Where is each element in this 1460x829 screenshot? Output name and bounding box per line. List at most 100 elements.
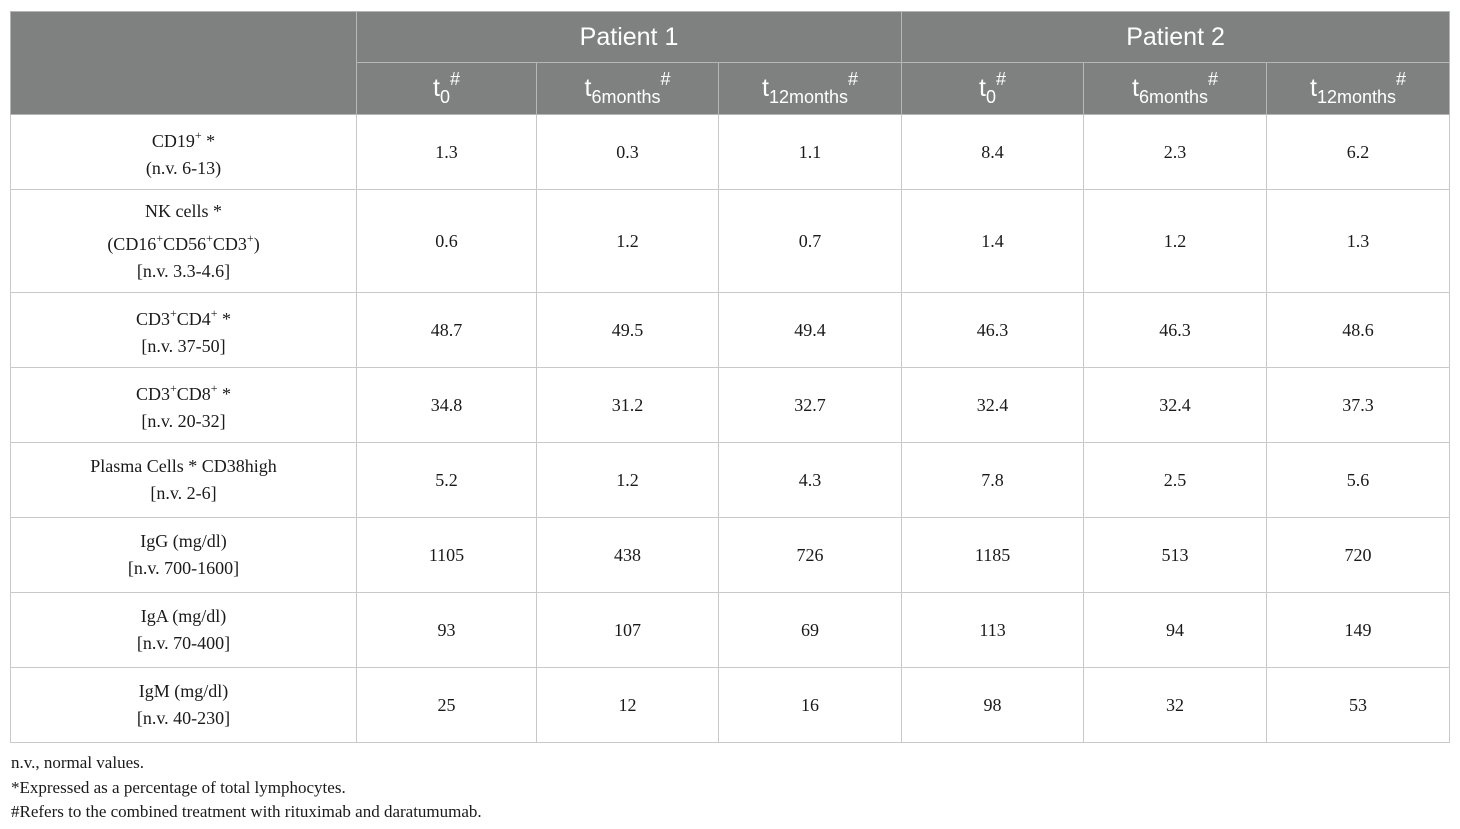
timepoint-subscript: 12months	[1316, 87, 1397, 107]
table-row: CD3+CD4+ * [n.v. 37-50] 48.7 49.5 49.4 46.3 46…	[10, 292, 1451, 368]
value-cell: 34.8	[356, 367, 537, 443]
header-row-timepoints: t0# t6months# t12months# t0# t6months# t12mon…	[11, 62, 1451, 115]
row-label-text: CD3	[135, 384, 170, 404]
timepoint-superscript: #	[996, 69, 1007, 89]
row-label-text: Plasma Cells * CD38high	[90, 456, 277, 476]
row-label-line: IgA (mg/dl)	[11, 603, 356, 630]
row-label-text: CD4	[176, 309, 211, 329]
table-row: IgG (mg/dl) [n.v. 700-1600] 1105 438 726 1185…	[10, 517, 1451, 593]
row-label-superscript: +	[246, 230, 254, 245]
row-label-text: [n.v. 2-6]	[150, 483, 217, 503]
timepoint-subscript: 0	[439, 87, 450, 107]
value-cell: 49.4	[717, 292, 903, 368]
value-cell: 1.1	[717, 114, 903, 190]
row-label-text: [n.v. 700-1600]	[127, 558, 240, 578]
value-cell: 32.7	[717, 367, 903, 443]
table-header: Patient 1 Patient 2 t0# t6months# t12month…	[10, 11, 1451, 115]
row-label-text: IgM (mg/dl)	[138, 681, 229, 701]
value-cell: 6.2	[1266, 114, 1451, 190]
value-cell: 98	[901, 667, 1085, 743]
timepoint-base: t	[979, 74, 986, 102]
value-cell: 513	[1083, 517, 1268, 593]
table-body: CD19+ * (n.v. 6-13) 1.3 0.3 1.1 8.4 2.3 6.2 NK c…	[10, 114, 1451, 743]
value-cell: 1.2	[536, 442, 719, 518]
footnote-percentage: *Expressed as a percentage of total lymp…	[11, 777, 346, 797]
row-label-text: IgA (mg/dl)	[140, 606, 227, 626]
value-cell: 25	[356, 667, 537, 743]
value-cell: 32.4	[901, 367, 1085, 443]
header-patient-1: Patient 1	[355, 11, 903, 63]
table-row: CD3+CD8+ * [n.v. 20-32] 34.8 31.2 32.7 32.4 32…	[10, 367, 1451, 443]
value-cell: 1.3	[1266, 189, 1451, 293]
row-label-line: (n.v. 6-13)	[11, 155, 356, 182]
header-timepoint: t12months#	[1266, 62, 1451, 115]
row-label-cell: IgM (mg/dl) [n.v. 40-230]	[10, 667, 357, 743]
value-cell: 8.4	[901, 114, 1085, 190]
row-label-text: [n.v. 37-50]	[141, 336, 226, 356]
timepoint-superscript: #	[449, 69, 460, 89]
row-label-superscript: +	[210, 306, 218, 320]
value-cell: 46.3	[901, 292, 1085, 368]
value-cell: 94	[1083, 592, 1268, 668]
row-label-superscript: +	[156, 230, 164, 245]
row-label-text: CD3	[212, 233, 247, 254]
value-cell: 48.7	[356, 292, 537, 368]
row-label-line: IgG (mg/dl)	[11, 528, 356, 555]
value-cell: 46.3	[1083, 292, 1268, 368]
value-cell: 1185	[901, 517, 1085, 593]
timepoint-base: t	[1132, 74, 1139, 102]
row-label-superscript: +	[206, 230, 213, 245]
row-label-line: [n.v. 40-230]	[11, 705, 356, 732]
row-label-line: [n.v. 37-50]	[11, 333, 356, 360]
table-row: IgM (mg/dl) [n.v. 40-230] 25 12 16 98 32 53	[10, 667, 1451, 743]
row-label-text: [n.v. 3.3-4.6]	[136, 260, 231, 281]
value-cell: 32.4	[1083, 367, 1268, 443]
row-label-line: (CD16+CD56+CD3+)	[11, 225, 356, 258]
row-label-line: NK cells *	[11, 198, 356, 225]
value-cell: 12	[536, 667, 719, 743]
row-label-text: )	[253, 233, 260, 254]
value-cell: 1.2	[536, 189, 719, 293]
table-row: NK cells * (CD16+CD56+CD3+) [n.v. 3.3-4.6]…	[10, 189, 1451, 293]
table-row: IgA (mg/dl) [n.v. 70-400] 93 107 69 113 94 149	[10, 592, 1451, 668]
value-cell: 16	[717, 667, 903, 743]
row-label-text: [n.v. 70-400]	[136, 633, 231, 653]
header-corner-cell	[10, 11, 357, 115]
row-label-line: [n.v. 20-32]	[11, 408, 356, 435]
value-cell: 2.3	[1083, 114, 1268, 190]
value-cell: 37.3	[1266, 367, 1451, 443]
timepoint-subscript: 6months	[591, 87, 661, 107]
timepoint-superscript: #	[1208, 69, 1219, 89]
value-cell: 113	[901, 592, 1085, 668]
header-timepoint: t6months#	[536, 62, 719, 115]
header-timepoint: t6months#	[1083, 62, 1268, 115]
row-label-text: CD56	[163, 233, 207, 254]
value-cell: 5.2	[356, 442, 537, 518]
value-cell: 2.5	[1083, 442, 1268, 518]
row-label-cell: IgA (mg/dl) [n.v. 70-400]	[10, 592, 357, 668]
value-cell: 438	[536, 517, 719, 593]
row-label-text: [n.v. 20-32]	[141, 411, 226, 431]
row-label-cell: CD19+ * (n.v. 6-13)	[10, 114, 357, 190]
row-label-line: [n.v. 70-400]	[11, 630, 356, 657]
row-label-text: *	[217, 309, 232, 329]
immunology-table: Patient 1 Patient 2 t0# t6months# t12month…	[10, 11, 1451, 743]
row-label-cell: IgG (mg/dl) [n.v. 700-1600]	[10, 517, 357, 593]
value-cell: 0.3	[536, 114, 719, 190]
header-timepoint: t12months#	[717, 62, 903, 115]
value-cell: 32	[1083, 667, 1268, 743]
row-label-text: CD3	[135, 309, 170, 329]
value-cell: 1105	[356, 517, 537, 593]
row-label-line: [n.v. 2-6]	[11, 480, 356, 507]
row-label-text: CD8	[176, 384, 211, 404]
row-label-line: [n.v. 700-1600]	[11, 555, 356, 582]
value-cell: 31.2	[536, 367, 719, 443]
row-label-line: Plasma Cells * CD38high	[11, 453, 356, 480]
header-timepoint: t0#	[901, 62, 1085, 115]
timepoint-subscript: 6months	[1138, 87, 1209, 107]
timepoint-base: t	[433, 74, 440, 102]
value-cell: 93	[356, 592, 537, 668]
row-label-text: NK cells *	[145, 200, 222, 221]
timepoint-base: t	[1310, 74, 1317, 102]
row-label-text: CD19	[151, 131, 195, 151]
